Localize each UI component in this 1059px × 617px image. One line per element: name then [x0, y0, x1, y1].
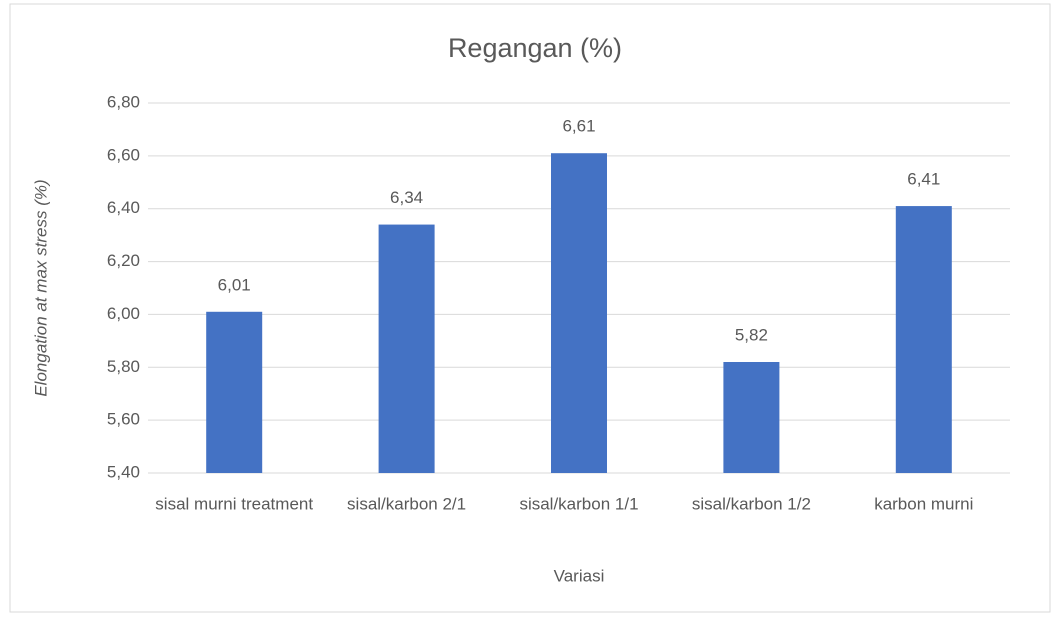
data-label: 6,41: [907, 170, 940, 189]
y-tick-label: 6,00: [107, 304, 140, 323]
y-tick-label: 5,60: [107, 410, 140, 429]
y-tick-label: 6,80: [107, 92, 140, 111]
bar: [895, 206, 952, 474]
y-tick-label: 5,80: [107, 357, 140, 376]
x-axis-title: Variasi: [554, 566, 605, 585]
y-tick-label: 6,40: [107, 198, 140, 217]
x-tick-label: karbon murni: [874, 494, 973, 513]
bar: [206, 311, 263, 473]
y-tick-label: 6,20: [107, 251, 140, 270]
y-tick-label: 6,60: [107, 145, 140, 164]
chart-border: [9, 3, 1051, 613]
bar: [723, 362, 780, 473]
x-tick-label: sisal/karbon 1/1: [519, 494, 638, 513]
bar: [378, 224, 435, 473]
x-tick-label: sisal murni treatment: [155, 494, 313, 513]
y-tick-label: 5,40: [107, 462, 140, 481]
x-tick-label: sisal/karbon 2/1: [347, 494, 466, 513]
data-label: 6,34: [390, 188, 423, 207]
data-label: 6,61: [562, 117, 595, 136]
chart-title: Regangan (%): [448, 33, 622, 63]
data-label: 5,82: [735, 325, 768, 344]
bar: [551, 153, 607, 473]
y-axis-title: Elongation at max stress (%): [31, 179, 50, 396]
x-tick-label: sisal/karbon 1/2: [692, 494, 811, 513]
data-label: 6,01: [218, 275, 251, 294]
